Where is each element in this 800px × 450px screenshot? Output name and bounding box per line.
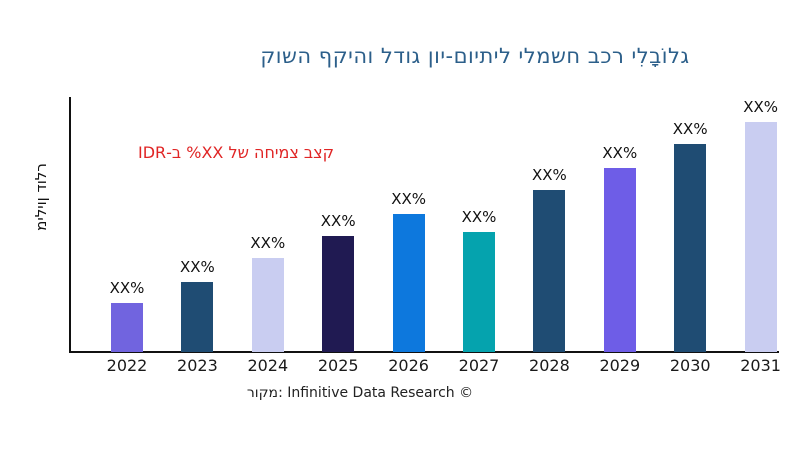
bar-value-label-2022: XX%	[109, 279, 145, 297]
bar-value-label-2028: XX%	[531, 166, 567, 184]
bar-value-label-2031: XX%	[743, 98, 778, 116]
bar-value-label-2023: XX%	[179, 258, 215, 276]
bar-2030	[674, 144, 707, 352]
bar-value-label-2024: XX%	[250, 234, 286, 252]
x-tick-2028: 2028	[529, 356, 570, 375]
bar-2028	[533, 190, 566, 352]
y-axis-title-text: מיליון דולר	[32, 163, 50, 231]
x-tick-2026: 2026	[388, 356, 429, 375]
x-tick-2025: 2025	[317, 356, 359, 375]
bar-2025	[322, 236, 355, 352]
y-axis-title: מיליון דולר	[8, 120, 68, 280]
bar-2023	[181, 282, 214, 352]
growth-annotation: קצב צמיחה של XX% ב-IDR	[138, 143, 335, 162]
bar-2027	[463, 232, 495, 352]
bar-value-label-2030: XX%	[672, 120, 708, 138]
source-credit: מקור: Infinitive Data Research ©	[246, 385, 474, 401]
bar-value-label-2027: XX%	[461, 208, 497, 226]
bar-2022	[111, 303, 143, 352]
x-tick-2027: 2027	[458, 356, 500, 375]
bar-2031	[744, 122, 777, 352]
bar-value-label-2025: XX%	[320, 212, 356, 230]
bar-value-label-2029: XX%	[602, 144, 638, 162]
x-tick-2024: 2024	[247, 356, 289, 375]
x-tick-2029: 2029	[599, 356, 641, 375]
bar-2029	[603, 168, 636, 352]
x-tick-2030: 2030	[669, 356, 711, 375]
x-axis-line	[69, 351, 779, 353]
x-tick-2023: 2023	[177, 356, 218, 375]
chart-title: גלוֹבָלִי רכב חשמלי ליתיום-יון גודל והיק…	[260, 44, 690, 68]
bar-value-label-2026: XX%	[391, 190, 426, 208]
y-axis-line	[69, 97, 71, 353]
bar-2024	[251, 258, 284, 352]
x-tick-2031: 2031	[740, 356, 781, 375]
x-tick-2022: 2022	[106, 356, 148, 375]
bar-2026	[392, 214, 425, 352]
